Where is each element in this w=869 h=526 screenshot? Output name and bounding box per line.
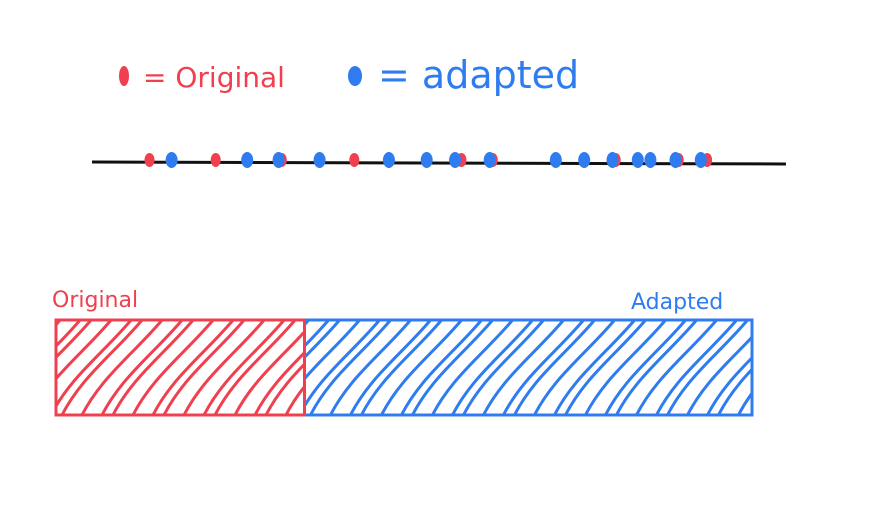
adapted-hatch-stroke bbox=[634, 320, 719, 415]
adapted-hatch-stroke bbox=[359, 320, 444, 415]
original-point bbox=[210, 153, 221, 167]
adapted-point bbox=[313, 152, 326, 168]
adapted-point bbox=[165, 152, 178, 168]
adapted-point bbox=[449, 152, 462, 168]
original-hatch-stroke bbox=[264, 361, 305, 415]
adapted-hatch-stroke bbox=[304, 320, 331, 349]
number-line bbox=[91, 152, 787, 168]
adapted-hatch-stroke bbox=[736, 390, 752, 415]
legend-original-label: = Original bbox=[143, 61, 285, 94]
original-segment bbox=[54, 318, 306, 417]
original-point bbox=[349, 153, 360, 167]
proportion-bar: Original Adapted bbox=[0, 288, 842, 419]
original-hatch-stroke bbox=[151, 320, 236, 415]
original-hatch-stroke bbox=[0, 316, 44, 419]
adapted-points bbox=[165, 152, 707, 168]
adapted-hatch-stroke bbox=[654, 320, 739, 415]
original-hatch-stroke bbox=[56, 320, 83, 349]
original-hatch-stroke bbox=[233, 329, 305, 415]
original-hatch-stroke bbox=[56, 320, 114, 382]
original-hatch-stroke bbox=[60, 320, 145, 415]
original-hatch-stroke bbox=[111, 320, 196, 415]
original-hatch-stroke bbox=[162, 320, 247, 415]
adapted-point bbox=[644, 152, 657, 168]
adapted-hatch-stroke bbox=[461, 320, 546, 415]
adapted-hatch-stroke bbox=[563, 320, 648, 415]
adapted-point bbox=[606, 152, 619, 168]
original-hatch-stroke bbox=[182, 320, 267, 415]
adapted-hatch-stroke bbox=[532, 320, 617, 415]
original-hatch-stroke bbox=[284, 384, 305, 415]
legend-adapted-marker bbox=[348, 66, 362, 86]
adapted-point bbox=[272, 152, 285, 168]
legend-adapted-label: = adapted bbox=[378, 53, 579, 97]
adapted-hatch-stroke bbox=[716, 367, 752, 415]
adapted-hatch-stroke bbox=[512, 320, 597, 415]
adapted-hatch-stroke bbox=[583, 320, 668, 415]
adapted-point bbox=[549, 152, 562, 168]
original-segment-hatch bbox=[0, 316, 305, 419]
adapted-point bbox=[241, 152, 254, 168]
adapted-hatch-stroke bbox=[304, 320, 342, 360]
original-point bbox=[144, 153, 155, 167]
adapted-point bbox=[669, 152, 682, 168]
legend-original-marker bbox=[119, 66, 129, 86]
original-hatch-stroke bbox=[80, 320, 165, 415]
legend: = Original = adapted bbox=[119, 53, 579, 97]
adapted-point bbox=[382, 152, 395, 168]
original-hatch-stroke bbox=[56, 320, 94, 360]
original-hatch-stroke bbox=[202, 320, 287, 415]
adapted-hatch-stroke bbox=[328, 320, 413, 415]
bar-original-label: Original bbox=[52, 288, 138, 313]
original-hatch-stroke bbox=[100, 320, 185, 415]
adapted-hatch-stroke bbox=[705, 355, 752, 415]
adapted-hatch-stroke bbox=[304, 320, 382, 409]
original-hatch-stroke bbox=[56, 320, 63, 328]
adapted-hatch-stroke bbox=[685, 335, 752, 415]
adapted-hatch-stroke bbox=[756, 316, 842, 419]
adapted-hatch-stroke bbox=[379, 320, 464, 415]
original-hatch-stroke bbox=[56, 320, 134, 409]
adapted-hatch-stroke bbox=[614, 320, 699, 415]
adapted-hatch-stroke bbox=[501, 320, 586, 415]
adapted-point bbox=[631, 152, 644, 168]
adapted-hatch-stroke bbox=[450, 320, 535, 415]
bar-adapted-label: Adapted bbox=[631, 290, 723, 315]
adapted-hatch-stroke bbox=[410, 320, 495, 415]
adapted-hatch-stroke bbox=[430, 320, 515, 415]
original-hatch-stroke bbox=[213, 320, 298, 415]
adapted-point bbox=[578, 152, 591, 168]
adapted-point bbox=[420, 152, 433, 168]
adapted-hatch-stroke bbox=[308, 320, 393, 415]
adapted-hatch-stroke bbox=[603, 320, 688, 415]
adapted-hatch-stroke bbox=[304, 320, 362, 382]
adapted-hatch-stroke bbox=[481, 320, 566, 415]
adapted-hatch-stroke bbox=[399, 320, 484, 415]
adapted-hatch-stroke bbox=[552, 320, 637, 415]
adapted-hatch-stroke bbox=[348, 320, 433, 415]
adapted-hatch-stroke bbox=[665, 320, 750, 415]
adapted-point bbox=[483, 152, 496, 168]
adapted-point bbox=[694, 152, 707, 168]
original-hatch-stroke bbox=[131, 320, 216, 415]
adapted-segment-hatch bbox=[304, 316, 842, 419]
original-hatch-stroke bbox=[253, 350, 305, 415]
